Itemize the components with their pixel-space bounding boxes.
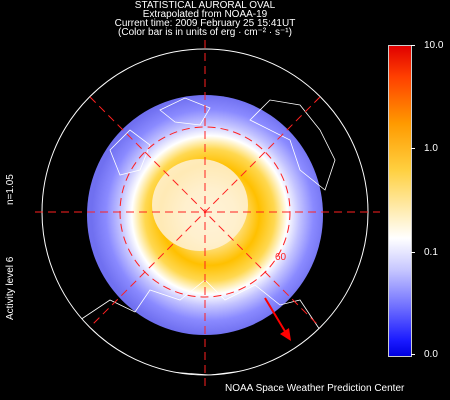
coastlines bbox=[79, 97, 336, 375]
source-label: Extrapolated from NOAA-19 bbox=[142, 9, 268, 20]
sun-direction-arrow bbox=[264, 297, 291, 341]
color-bar bbox=[388, 45, 412, 357]
colorbar-tick-label: 10.0 bbox=[424, 40, 444, 51]
credit-footer: NOAA Space Weather Prediction Center bbox=[225, 383, 405, 394]
units-note: (Color bar is in units of erg · cm⁻² · s… bbox=[118, 27, 292, 38]
colorbar-tick-label: 0.1 bbox=[424, 247, 438, 258]
activity-level-label: Activity level 6 bbox=[5, 256, 16, 320]
colorbar-tick-label: 0.0 bbox=[424, 349, 438, 360]
colorbar-tick-label: 1.0 bbox=[424, 143, 438, 154]
title: STATISTICAL AURORAL OVAL bbox=[134, 0, 276, 11]
latitude-label: 60 bbox=[275, 252, 287, 263]
n-value-label: n=1.05 bbox=[5, 174, 16, 205]
lat-lon-grid bbox=[35, 40, 380, 390]
polar-map: 60 bbox=[35, 40, 380, 390]
current-time: Current time: 2009 February 25 15:41UT bbox=[114, 18, 296, 29]
